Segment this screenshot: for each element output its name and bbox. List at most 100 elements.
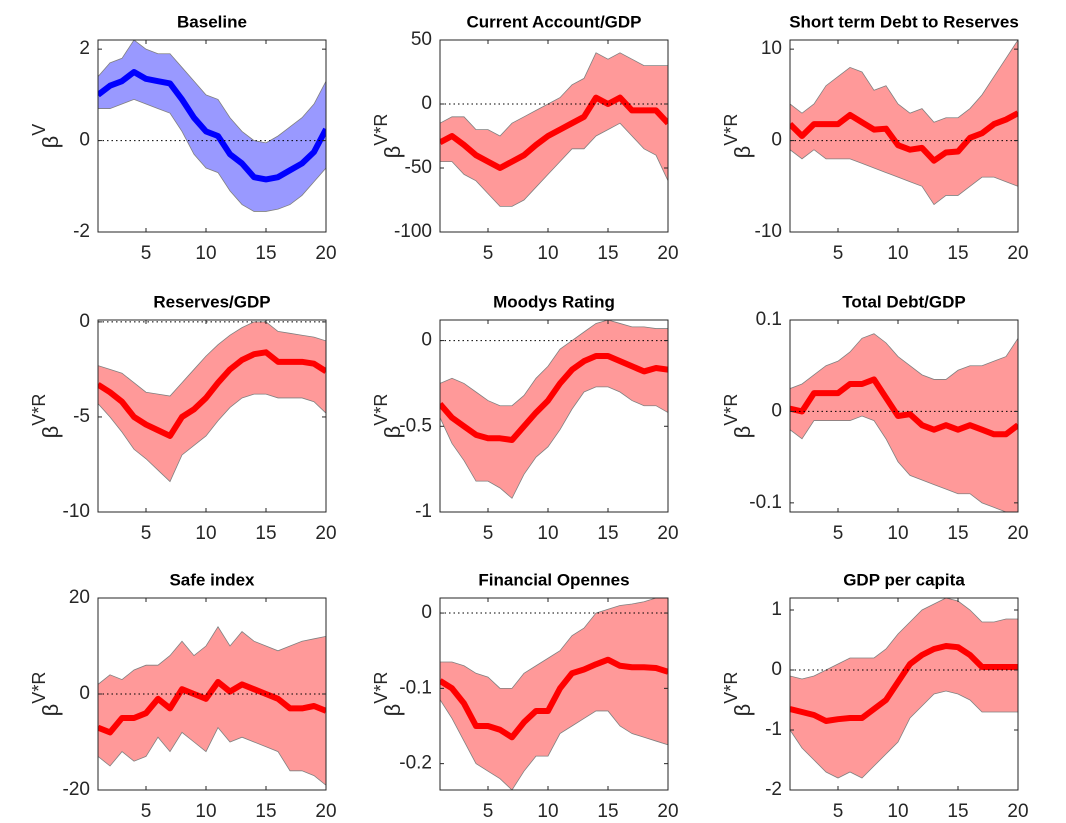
x-tick-label: 5 [833, 801, 844, 822]
plot-area [790, 598, 1018, 779]
y-axis-label-base: β [38, 704, 63, 717]
chart-title: Total Debt/GDP [842, 292, 965, 311]
panel: -100 -50 0 50 5 10 15 20 Current Account/GDP βV*R [371, 12, 679, 264]
x-tick-label: 10 [887, 801, 908, 822]
axes-box [439, 39, 669, 233]
confidence-band [98, 626, 326, 786]
confidence-band [440, 320, 668, 499]
plot-area [440, 52, 668, 207]
y-tick-label: -1 [415, 501, 432, 522]
confidence-band [790, 333, 1018, 512]
chart-title: Moodys Rating [493, 292, 615, 311]
line [790, 110, 1018, 164]
y-tick-label: 0 [771, 659, 782, 680]
y-tick-label: -0.1 [749, 492, 782, 513]
y-axis-label: βV*R [371, 672, 405, 717]
x-tick-label: 20 [657, 523, 678, 544]
y-axis-label: βV*R [721, 672, 755, 717]
chart-title: Financial Opennes [478, 570, 629, 589]
line [98, 679, 326, 736]
y-tick-label: -20 [63, 779, 90, 800]
plot-area [98, 321, 326, 483]
y-tick-label: -2 [73, 221, 90, 242]
y-axis-label-base: β [730, 704, 755, 717]
y-tick-label: 1 [771, 599, 782, 620]
chart-title: Baseline [177, 12, 247, 31]
chart-title: Safe index [169, 570, 255, 589]
y-axis-label-sup: V*R [721, 672, 741, 704]
y-axis-label: βV*R [371, 394, 405, 439]
y-axis-label-base: β [380, 704, 405, 717]
chart-title: Reserves/GDP [153, 292, 270, 311]
panel: -0.2 -0.1 0 5 10 15 20 Financial Opennes βV*R [371, 570, 679, 822]
x-tick-label: 5 [483, 243, 494, 264]
x-tick-label: 20 [1007, 523, 1028, 544]
x-tick-label: 5 [483, 523, 494, 544]
y-axis-label-sup: V*R [371, 672, 391, 704]
axes-box [439, 319, 669, 513]
plot-area [98, 626, 326, 786]
x-tick-label: 5 [141, 801, 152, 822]
x-tick-label: 15 [597, 801, 618, 822]
line [790, 376, 1018, 438]
line [98, 69, 326, 183]
line [790, 643, 1018, 724]
line [440, 353, 668, 443]
y-axis-label-sup: V*R [29, 672, 49, 704]
confidence-band [98, 40, 326, 212]
confidence-band [790, 598, 1018, 779]
x-tick-label: 10 [195, 801, 216, 822]
y-tick-label: 0 [421, 602, 432, 623]
line [98, 349, 326, 439]
plot-area [98, 40, 326, 212]
y-axis-label-base: β [380, 146, 405, 159]
x-tick-label: 5 [833, 523, 844, 544]
x-tick-label: 20 [657, 801, 678, 822]
y-axis-label-sup: V*R [371, 394, 391, 426]
x-tick-label: 20 [315, 243, 336, 264]
y-axis-label: βV*R [721, 394, 755, 439]
panel: -1 -0.5 0 5 10 15 20 Moodys Rating βV*R [371, 292, 679, 544]
y-axis-label-base: β [730, 146, 755, 159]
x-tick-label: 10 [887, 243, 908, 264]
panel: -2 0 2 5 10 15 20 Baseline βV [29, 12, 337, 264]
x-tick-label: 20 [315, 801, 336, 822]
y-tick-label: 0 [79, 683, 90, 704]
x-tick-label: 10 [195, 523, 216, 544]
y-tick-label: 50 [411, 29, 432, 50]
axes-box [97, 39, 327, 233]
y-axis-label: βV*R [371, 114, 405, 159]
y-axis-label-base: β [38, 136, 63, 149]
y-tick-label: 0 [771, 130, 782, 151]
axes-box [789, 39, 1019, 233]
x-tick-label: 15 [255, 801, 276, 822]
x-tick-label: 10 [195, 243, 216, 264]
y-tick-label: -50 [405, 157, 432, 178]
y-tick-label: 0 [421, 330, 432, 351]
x-tick-label: 15 [255, 243, 276, 264]
panel: -10 0 10 5 10 15 20 Short term Debt to Reserves… [721, 12, 1029, 264]
y-tick-label: 0 [421, 93, 432, 114]
chart-title: Current Account/GDP [466, 12, 641, 31]
y-tick-label: -5 [73, 406, 90, 427]
y-axis-label: βV [29, 124, 63, 149]
chart-title: GDP per capita [843, 570, 965, 589]
y-tick-label: 2 [79, 38, 90, 59]
x-tick-label: 10 [537, 243, 558, 264]
y-tick-label: -10 [755, 221, 782, 242]
y-tick-label: -0.2 [399, 753, 432, 774]
y-tick-label: -10 [63, 501, 90, 522]
panel: -0.1 0 0.1 5 10 15 20 Total Debt/GDP βV*R [721, 292, 1029, 544]
x-tick-label: 5 [141, 243, 152, 264]
x-tick-label: 10 [537, 801, 558, 822]
y-axis-label-sup: V*R [721, 114, 741, 146]
x-tick-label: 5 [483, 801, 494, 822]
line [440, 94, 668, 171]
y-tick-label: 10 [761, 38, 782, 59]
plot-area [440, 320, 668, 499]
x-tick-label: 15 [597, 243, 618, 264]
x-tick-label: 15 [947, 243, 968, 264]
y-tick-label: -100 [394, 221, 432, 242]
